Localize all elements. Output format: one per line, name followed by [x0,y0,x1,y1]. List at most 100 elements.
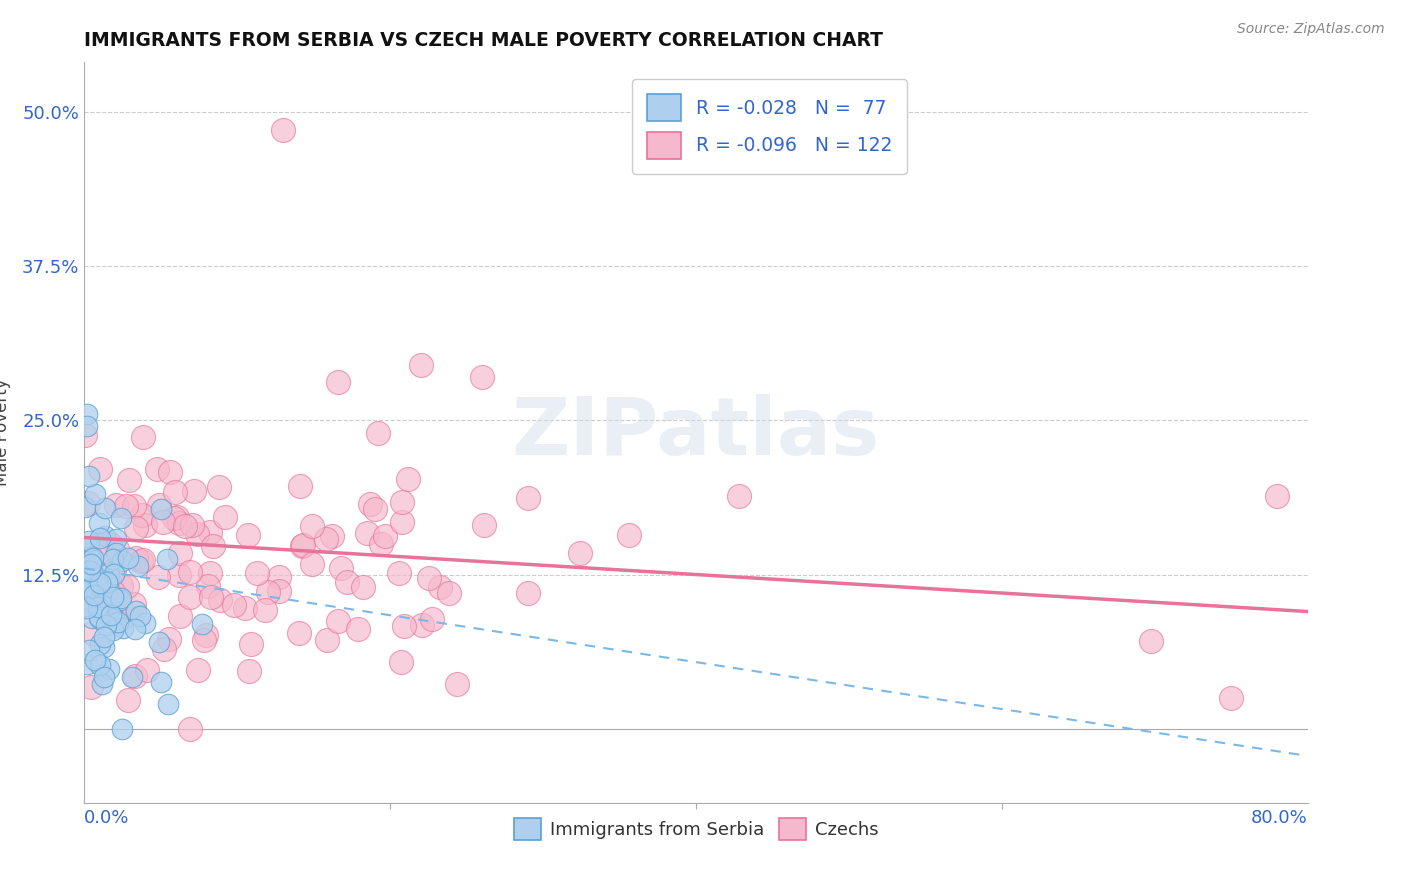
Point [97,579,120,593]
Point [80,626,103,640]
Point [101,623,124,637]
Point [429,580,451,594]
Point [257,585,280,599]
Point [301,557,323,571]
Point [159,465,181,479]
Point [516,586,538,600]
Point [169,546,191,560]
Point [77,534,100,549]
Point [104,546,127,560]
Point [87,591,110,606]
Point [328,376,350,390]
Point [117,693,139,707]
Point [103,563,125,577]
Point [301,518,323,533]
Point [356,525,378,540]
Point [79,549,101,564]
Point [124,668,146,682]
Point [150,501,173,516]
Point [76,419,98,434]
Point [336,574,359,589]
Point [76,657,98,672]
Point [392,619,415,633]
Point [209,592,232,607]
Text: 0.0%: 0.0% [84,809,129,827]
Point [619,528,641,542]
Point [359,497,381,511]
Point [77,469,100,483]
Point [80,552,103,566]
Point [93,544,115,558]
Point [80,557,103,571]
Point [115,608,138,623]
Point [125,604,148,618]
Point [89,658,111,673]
Point [136,663,159,677]
Point [516,491,538,505]
Point [89,637,111,651]
Point [76,601,98,615]
Point [77,582,100,596]
Point [94,618,117,632]
Point [103,552,125,566]
Point [110,592,132,607]
Point [82,595,104,609]
Point [93,630,115,644]
Point [396,472,419,486]
Point [134,518,156,533]
Point [94,529,117,543]
Point [76,579,98,593]
Point [87,610,110,624]
Point [201,539,224,553]
Point [1139,634,1161,648]
Point [446,677,468,691]
Point [97,566,120,581]
Point [82,566,104,581]
Point [75,546,97,560]
Point [328,614,350,628]
Point [391,655,413,669]
Point [167,568,190,582]
Point [118,473,141,487]
Point [73,574,96,588]
Point [292,537,315,551]
Point [1220,690,1243,705]
Legend: Immigrants from Serbia, Czechs: Immigrants from Serbia, Czechs [505,809,887,849]
Point [200,566,222,581]
Point [89,462,111,476]
Point [269,584,291,599]
Text: ZIPatlas: ZIPatlas [512,393,880,472]
Point [117,551,139,566]
Point [194,628,217,642]
Point [131,508,153,522]
Point [132,430,155,444]
Point [367,426,389,441]
Point [374,529,396,543]
Text: Source: ZipAtlas.com: Source: ZipAtlas.com [1237,22,1385,37]
Point [472,518,495,533]
Point [409,358,432,372]
Text: IMMIGRANTS FROM SERBIA VS CZECH MALE POVERTY CORRELATION CHART: IMMIGRANTS FROM SERBIA VS CZECH MALE POV… [84,30,883,50]
Point [93,670,115,684]
Point [186,526,208,541]
Point [122,597,145,611]
Point [132,552,155,566]
Point [98,537,121,551]
Point [124,622,146,636]
Point [96,604,118,618]
Point [107,615,129,629]
Point [240,637,263,651]
Point [100,610,122,624]
Point [183,483,205,498]
Point [121,670,143,684]
Point [224,598,246,612]
Point [471,370,494,384]
Point [82,611,104,625]
Point [79,587,101,601]
Point [193,632,215,647]
Point [80,680,103,694]
Point [90,597,112,611]
Point [105,614,128,628]
Point [246,566,269,580]
Point [330,560,353,574]
